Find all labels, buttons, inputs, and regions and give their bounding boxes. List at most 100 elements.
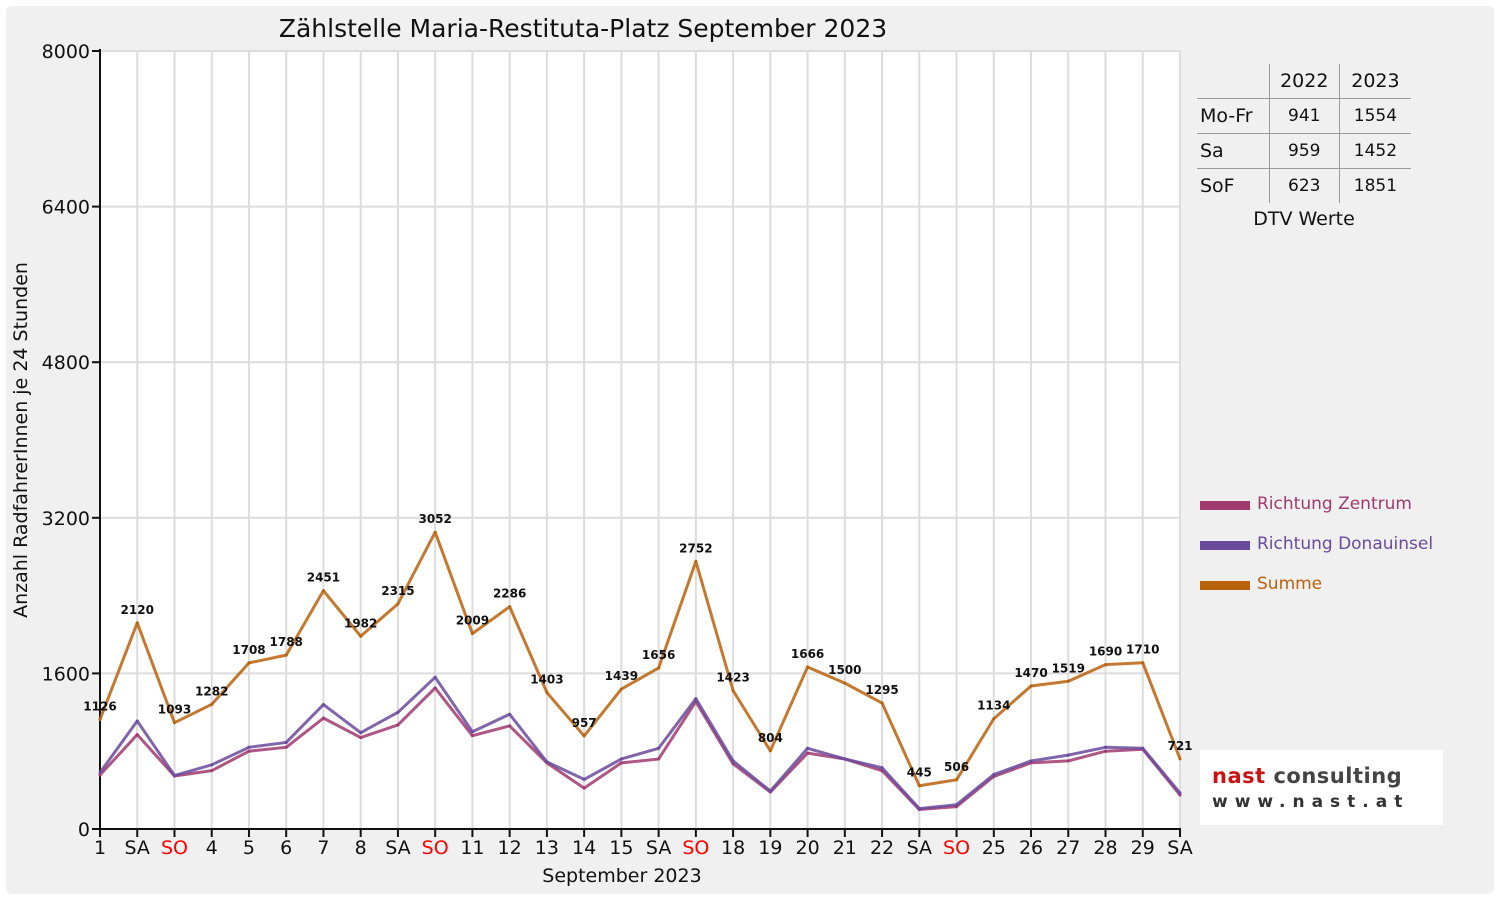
plot-area bbox=[100, 51, 1180, 829]
data-label: 2315 bbox=[381, 584, 414, 598]
x-tick-label: 13 bbox=[535, 837, 559, 859]
data-point bbox=[768, 789, 772, 793]
data-label: 2451 bbox=[307, 571, 340, 585]
x-tick-label: SA bbox=[907, 837, 932, 859]
x-tick-label: SA bbox=[125, 837, 150, 859]
data-point bbox=[657, 757, 661, 761]
data-label: 1470 bbox=[1014, 666, 1047, 680]
data-point bbox=[880, 766, 884, 770]
x-tick-label: 5 bbox=[243, 837, 255, 859]
data-point bbox=[508, 712, 512, 716]
data-point bbox=[210, 702, 214, 706]
logo-brand-part2: consulting bbox=[1273, 764, 1403, 788]
legend-item-zentrum[interactable]: Richtung Zentrum bbox=[1200, 494, 1433, 534]
data-point bbox=[396, 710, 400, 714]
x-ticks: 1 SA SO 4 5 6 7 8 SA SO 11 12 13 14 15 SA SO 18 19 20 21 22 SA… bbox=[94, 829, 1193, 859]
dtv-header-row: 2022 2023 bbox=[1197, 64, 1411, 99]
data-point bbox=[768, 749, 772, 753]
series-line bbox=[98, 675, 1182, 811]
legend-item-summe[interactable]: Summe bbox=[1200, 574, 1433, 614]
data-point bbox=[806, 746, 810, 750]
data-point bbox=[545, 760, 549, 764]
x-tick-label: 27 bbox=[1056, 837, 1080, 859]
data-point bbox=[321, 716, 325, 720]
data-label: 1500 bbox=[828, 663, 861, 677]
data-point bbox=[247, 749, 251, 753]
data-point bbox=[1141, 661, 1145, 665]
data-point bbox=[694, 697, 698, 701]
x-tick-label: SO bbox=[161, 837, 188, 859]
data-label: 3052 bbox=[418, 512, 451, 526]
x-tick-label: 1 bbox=[94, 837, 106, 859]
legend-swatch bbox=[1200, 541, 1250, 550]
data-label: 1519 bbox=[1052, 661, 1085, 675]
data-label: 1423 bbox=[716, 671, 749, 685]
data-point bbox=[396, 723, 400, 727]
data-point bbox=[992, 773, 996, 777]
x-tick-label: 14 bbox=[572, 837, 596, 859]
x-tick-label: 21 bbox=[833, 837, 857, 859]
x-tick-label: 11 bbox=[460, 837, 484, 859]
data-point bbox=[955, 778, 959, 782]
legend-label: Richtung Donauinsel bbox=[1257, 534, 1434, 554]
data-label: 445 bbox=[907, 766, 932, 780]
data-point bbox=[582, 777, 586, 781]
y-tick-label: 4800 bbox=[42, 352, 90, 374]
data-label: 1656 bbox=[642, 648, 675, 662]
legend-item-donauinsel[interactable]: Richtung Donauinsel bbox=[1200, 534, 1433, 574]
data-point bbox=[619, 757, 623, 761]
data-label: 2120 bbox=[121, 603, 154, 617]
y-tick-label: 6400 bbox=[42, 197, 90, 219]
data-point bbox=[917, 784, 921, 788]
x-tick-label: 12 bbox=[498, 837, 522, 859]
dtv-value-2022: 941 bbox=[1268, 98, 1340, 134]
data-label: 1126 bbox=[83, 699, 116, 713]
data-label: 1295 bbox=[865, 683, 898, 697]
data-point bbox=[806, 751, 810, 755]
data-label: 804 bbox=[758, 731, 783, 745]
data-point bbox=[1178, 791, 1182, 795]
x-tick-label: SO bbox=[422, 837, 449, 859]
data-point bbox=[172, 774, 176, 778]
dtv-value-2022: 623 bbox=[1268, 168, 1340, 203]
x-tick-label: 19 bbox=[758, 837, 782, 859]
dtv-row-label: Mo-Fr bbox=[1197, 98, 1270, 134]
dtv-row: Mo-Fr 941 1554 bbox=[1197, 98, 1411, 134]
y-ticks: 0 1600 3200 4800 6400 8000 bbox=[42, 41, 100, 841]
x-tick-label: SA bbox=[385, 837, 410, 859]
data-point bbox=[1029, 759, 1033, 763]
x-tick-label: 7 bbox=[317, 837, 329, 859]
data-point bbox=[582, 786, 586, 790]
data-point bbox=[433, 530, 437, 534]
data-point bbox=[321, 703, 325, 707]
logo-url: www.nast.at bbox=[1212, 792, 1410, 812]
x-tick-label: 22 bbox=[870, 837, 894, 859]
data-point bbox=[843, 757, 847, 761]
data-point bbox=[396, 602, 400, 606]
data-point bbox=[470, 632, 474, 636]
data-point bbox=[359, 634, 363, 638]
data-point bbox=[135, 621, 139, 625]
dtv-header-empty bbox=[1197, 64, 1269, 99]
y-tick-label: 0 bbox=[78, 819, 90, 841]
data-point bbox=[1104, 749, 1108, 753]
data-point bbox=[731, 689, 735, 693]
data-point bbox=[1066, 753, 1070, 757]
data-point bbox=[880, 701, 884, 705]
data-point bbox=[470, 734, 474, 738]
data-label: 1982 bbox=[344, 616, 377, 630]
data-point bbox=[321, 589, 325, 593]
series-line bbox=[98, 530, 1182, 788]
data-label: 1788 bbox=[270, 635, 303, 649]
data-point bbox=[433, 675, 437, 679]
x-tick-label: 29 bbox=[1131, 837, 1155, 859]
y-tick-label: 1600 bbox=[42, 663, 90, 685]
x-tick-label: 6 bbox=[280, 837, 292, 859]
data-point bbox=[1066, 759, 1070, 763]
data-label: 1708 bbox=[232, 643, 265, 657]
data-label: 1093 bbox=[158, 703, 191, 717]
data-point bbox=[619, 687, 623, 691]
dtv-header-2022: 2022 bbox=[1268, 64, 1340, 99]
legend-label: Summe bbox=[1257, 574, 1323, 594]
legend-label: Richtung Zentrum bbox=[1257, 494, 1412, 514]
